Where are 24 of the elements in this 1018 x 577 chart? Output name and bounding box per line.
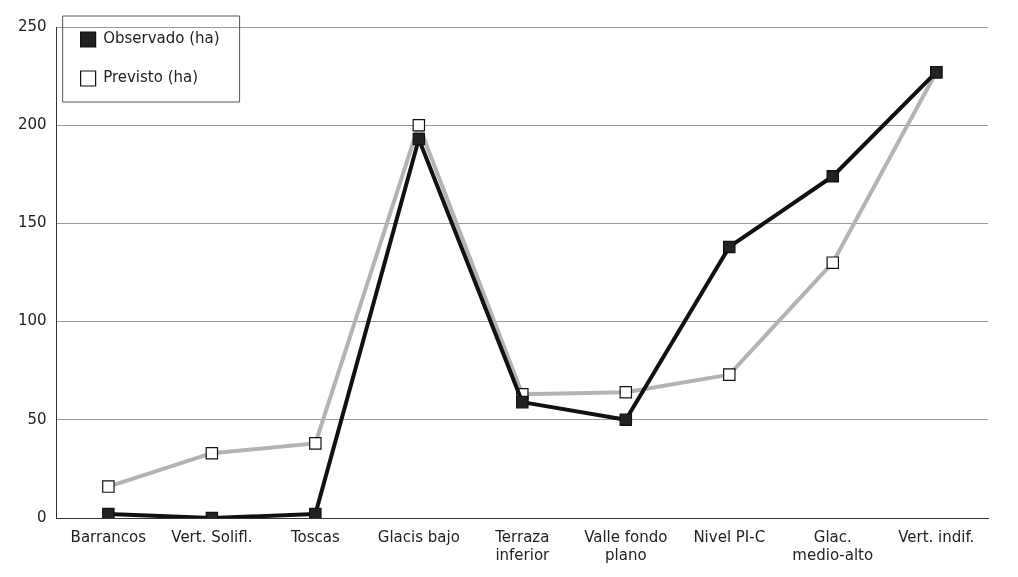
- x-tick-label: Vert. indif.: [898, 527, 975, 546]
- x-tick-label: Vert. Solifl.: [171, 527, 253, 546]
- x-tick-label: Toscas: [289, 527, 340, 546]
- y-tick-label: 200: [17, 115, 47, 134]
- point: [309, 507, 322, 518]
- y-tick-label: 50: [27, 409, 47, 428]
- point: [102, 507, 115, 518]
- x-tick-label: Valle fondo plano: [584, 527, 668, 564]
- x-tick-label: Glacis bajo: [377, 527, 460, 546]
- x-tick-label: Nivel PI-C: [693, 527, 766, 546]
- legend-label: Observado (ha): [103, 29, 220, 48]
- legend-label: Previsto (ha): [103, 68, 199, 87]
- x-tick-label: Barrancos: [70, 527, 147, 546]
- x-tick-label: Terraza inferior: [494, 527, 551, 564]
- point: [826, 170, 840, 183]
- point: [723, 240, 736, 254]
- y-tick-label: 150: [17, 213, 47, 232]
- point: [516, 395, 529, 409]
- point: [619, 413, 633, 427]
- x-tick-label: Glac. medio-alto: [792, 527, 874, 564]
- y-tick-label: 250: [17, 16, 47, 35]
- y-tick-label: 100: [17, 311, 47, 330]
- point: [412, 132, 426, 146]
- y-tick-label: 0: [37, 507, 47, 526]
